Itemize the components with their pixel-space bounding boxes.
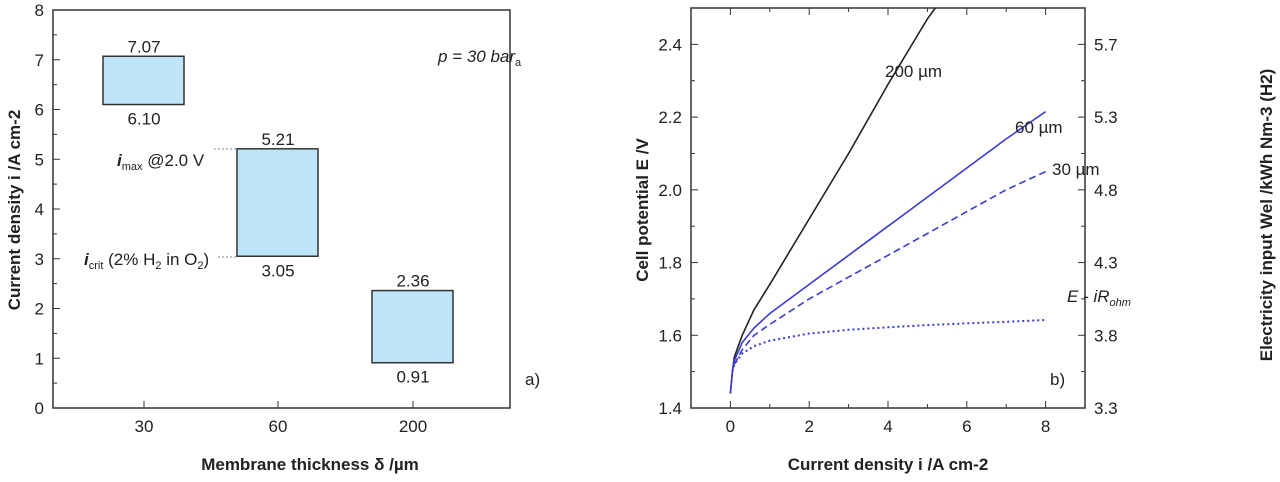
y-tick-label-b: 1.4 [658,399,682,418]
y-axis-title-a: Current density i /A cm-2 [5,110,24,311]
x-axis-title-b: Current density i /A cm-2 [788,455,989,474]
bar-high-label: 7.07 [127,37,160,56]
series-line-60-m [729,110,1047,394]
series-line-e-irohm [731,319,1046,372]
range-bar [371,289,454,364]
x-tick-label-a: 200 [399,417,427,436]
bar-low-label: 3.05 [261,261,294,280]
range-bar [102,55,185,106]
y-tick-label-b: 1.8 [658,254,682,273]
bar-low-label: 0.91 [396,368,429,387]
chart-b: 0 2 4 6 8 1.4 1.6 1.8 2.0 2.2 2.4 3.3 3.8 4.3 4.8 5.3 5.… [633,7,1276,474]
label-ohm: E - iRohm [1067,287,1131,309]
panel-label-a: a) [525,370,540,389]
chart-a: 0 1 2 3 4 5 6 7 8 30 7.07 6.10 60 5.21 3.05 200 2.36 0.91… [5,1,540,474]
icrit-annotation: icrit (2% H2 in O2) [84,250,209,272]
y-tick-label-b: 2.4 [658,35,682,54]
label-200um: 200 µm [885,62,942,81]
y2-axis-title-b: Electricity input Wel /kWh Nm-3 (H2) [1257,69,1276,362]
y2-tick-label-b: 3.3 [1094,399,1118,418]
bar-low-label: 6.10 [127,110,160,129]
y-tick-label-a: 2 [35,300,44,319]
x-tick-label-b: 4 [883,417,892,436]
x-tick-label-a: 30 [135,417,154,436]
x-tick-label-b: 0 [726,417,735,436]
y-tick-label-a: 5 [35,150,44,169]
label-60um: 60 µm [1015,118,1063,137]
y-tick-label-b: 1.6 [658,326,682,345]
y2-tick-label-b: 5.3 [1094,108,1118,127]
y2-tick-label-b: 3.8 [1094,326,1118,345]
x-tick-label-a: 60 [269,417,288,436]
y2-tick-label-b: 4.3 [1094,254,1118,273]
range-bar [236,148,319,258]
series-line-30-m [733,170,1046,365]
y-tick-label-a: 0 [35,399,44,418]
x-tick-label-b: 6 [962,417,971,436]
pressure-annotation: p = 30 bara [437,47,522,69]
y2-tick-label-b: 5.7 [1094,35,1118,54]
y2-tick-label-b: 4.8 [1094,181,1118,200]
y-tick-label-a: 4 [35,200,44,219]
bar-high-label: 5.21 [261,130,294,149]
y-tick-label-b: 2.0 [658,181,682,200]
y-tick-label-a: 1 [35,349,44,368]
x-tick-label-b: 8 [1041,417,1050,436]
y-tick-label-a: 7 [35,51,44,70]
imax-annotation: imax @2.0 V [117,151,205,173]
x-tick-label-b: 2 [804,417,813,436]
y-tick-label-b: 2.2 [658,108,682,127]
y-axis-title-b: Cell potential E /V [633,138,652,282]
panel-label-b: b) [1050,370,1065,389]
label-30um: 30 µm [1052,160,1100,179]
x-axis-title-a: Membrane thickness δ /µm [201,455,419,474]
bar-high-label: 2.36 [396,272,429,291]
y-tick-label-a: 6 [35,101,44,120]
y-tick-label-a: 3 [35,250,44,269]
y-tick-label-a: 8 [35,1,44,20]
